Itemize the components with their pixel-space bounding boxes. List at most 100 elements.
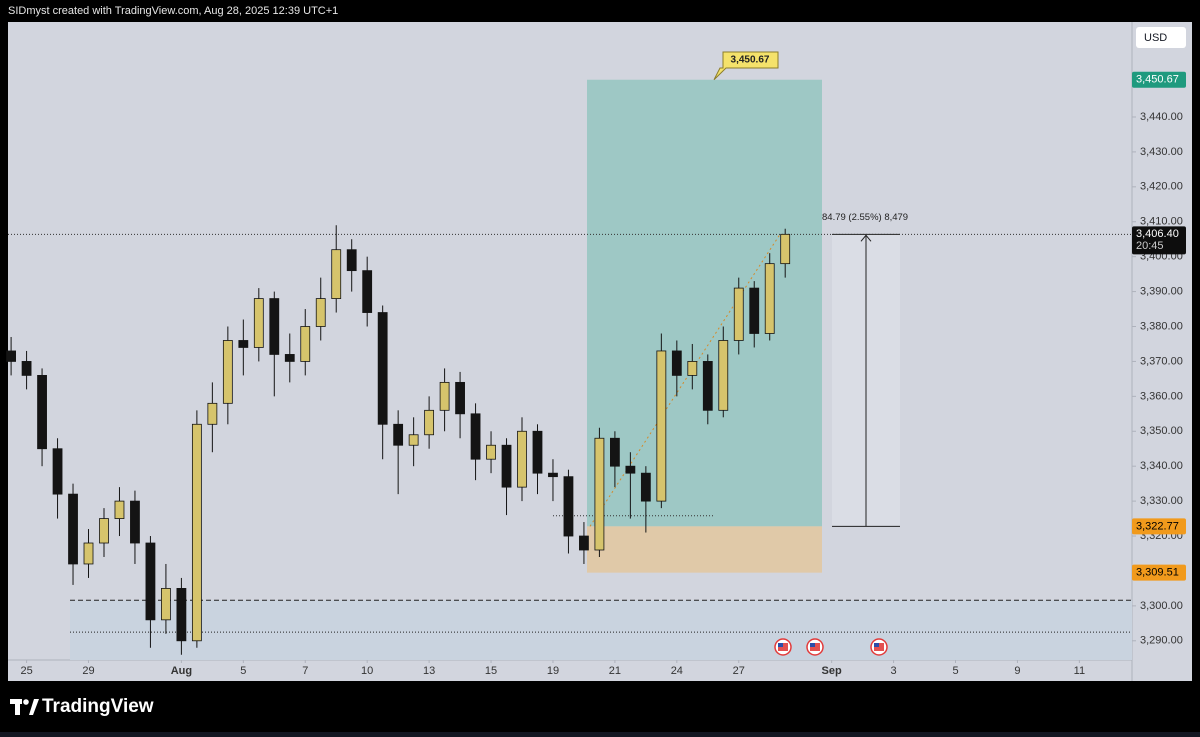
callout-label: 3,450.67 — [731, 55, 770, 66]
currency: USD — [1144, 32, 1167, 44]
y-tick-label: 3,300.00 — [1140, 600, 1183, 612]
candle-body — [780, 233, 791, 265]
y-tick-label: 3,410.00 — [1140, 216, 1183, 228]
candle-body — [161, 588, 171, 621]
candle-body — [640, 472, 651, 502]
y-tick-label: 3,360.00 — [1140, 390, 1183, 402]
candle-body — [594, 437, 605, 551]
candle-body — [315, 298, 326, 327]
x-tick-label: Sep — [822, 665, 842, 677]
last-label: 3,406.40 — [1136, 228, 1179, 240]
x-tick-label: 5 — [952, 665, 958, 677]
x-tick-label: 25 — [20, 665, 32, 677]
support-zone — [70, 600, 1132, 660]
candle-body — [6, 350, 16, 362]
currency-box — [1136, 27, 1186, 48]
y-tick-label: 3,440.00 — [1140, 111, 1183, 123]
candle-body — [21, 361, 32, 376]
x-tick-label: 7 — [302, 665, 308, 677]
plot: 84.79 (2.55%) 8,479 — [6, 79, 1132, 660]
x-tick-label: 19 — [547, 665, 559, 677]
candle-body — [68, 493, 78, 565]
candle-body — [687, 361, 698, 376]
candle-body — [733, 287, 744, 341]
x-tick-label: 3 — [891, 665, 897, 677]
candle-body — [207, 402, 218, 425]
candle-body — [269, 298, 280, 355]
candle-body — [83, 542, 94, 565]
y-tick-label: 3,330.00 — [1140, 495, 1183, 507]
y-tick-label: 3,340.00 — [1140, 460, 1183, 472]
candle-body — [222, 340, 233, 404]
candle-body — [656, 350, 667, 502]
candle-body — [145, 542, 156, 621]
candle-body — [191, 423, 202, 642]
last-badge — [1132, 226, 1186, 255]
logo — [10, 699, 39, 715]
candle-body — [439, 381, 450, 411]
x-tick-label: 15 — [485, 665, 497, 677]
arrow-head — [860, 234, 872, 242]
x-tick-label: 21 — [609, 665, 621, 677]
candle-body — [764, 263, 775, 334]
y-tick-label: 3,380.00 — [1140, 320, 1183, 332]
flag-canton — [810, 643, 815, 647]
y-tick-label: 3,430.00 — [1140, 146, 1183, 158]
candle-body — [114, 500, 125, 519]
header: SIDmyst created with TradingView.com, Au… — [8, 5, 338, 17]
trend-path — [589, 234, 781, 527]
candle-body — [579, 535, 589, 551]
candle-body — [563, 476, 574, 537]
price-badge-label: 3,322.77 — [1136, 520, 1179, 532]
flag-canton — [778, 643, 783, 647]
candle-body — [486, 444, 496, 460]
price-badge-label: 3,309.51 — [1136, 567, 1179, 579]
candle-body — [284, 354, 295, 362]
candle-body — [455, 381, 465, 415]
candle-body — [517, 430, 527, 488]
candle-body — [176, 588, 187, 642]
y-tick-label: 3,290.00 — [1140, 635, 1183, 647]
loss-zone — [587, 526, 822, 573]
candle-body — [749, 287, 760, 334]
candle-body — [501, 444, 512, 488]
x-tick-label: 9 — [1014, 665, 1020, 677]
candle-body — [300, 326, 311, 362]
candle-body — [331, 249, 342, 299]
price-badge-label: 3,450.67 — [1136, 74, 1179, 86]
callout — [713, 51, 779, 81]
candle-body — [393, 423, 404, 446]
candle-body — [702, 361, 713, 411]
y-tick-label: 3,350.00 — [1140, 425, 1183, 437]
x-tick-label: Aug — [171, 665, 192, 677]
flag-canton — [874, 643, 879, 647]
x-tick-label: 5 — [240, 665, 246, 677]
x-tick-label: 10 — [361, 665, 373, 677]
candle-body — [238, 340, 249, 348]
candle-body — [625, 465, 636, 474]
candle-body — [377, 312, 388, 425]
candle-body — [346, 249, 357, 272]
candle-body — [424, 409, 435, 436]
candle-body — [52, 448, 63, 495]
candle-body — [470, 413, 481, 460]
candle-body — [532, 430, 543, 474]
price-badge — [1132, 518, 1186, 535]
candle-body — [37, 374, 47, 450]
x-tick-label: 13 — [423, 665, 435, 677]
x-tick-label: 29 — [82, 665, 94, 677]
candle-body — [718, 340, 729, 411]
x-tick-label: 27 — [733, 665, 745, 677]
candle-body — [253, 298, 264, 348]
candle-body — [362, 270, 373, 313]
y-tick-label: 3,420.00 — [1140, 181, 1183, 193]
price-badge — [1132, 71, 1186, 88]
countdown: 20:45 — [1136, 240, 1164, 252]
candle-body — [130, 500, 140, 544]
profit-zone — [587, 79, 822, 527]
candle-body — [671, 350, 682, 376]
x-tick-label: 24 — [671, 665, 683, 677]
brand: TradingView — [42, 696, 154, 717]
